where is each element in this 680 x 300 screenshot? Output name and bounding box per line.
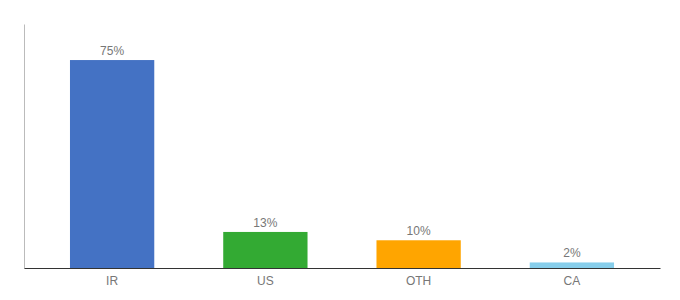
x-tick-label: US <box>257 274 274 288</box>
x-tick: IR <box>106 274 118 288</box>
data-labels: 75% 13% 10% 2% <box>100 44 581 260</box>
x-axis: IR US OTH CA <box>25 269 661 288</box>
x-tick: US <box>257 274 274 288</box>
x-tick: OTH <box>406 274 431 288</box>
bar <box>223 232 307 268</box>
data-label: 75% <box>100 44 124 58</box>
x-tick: CA <box>564 274 581 288</box>
y-axis <box>24 25 25 269</box>
plot-area: IR US OTH CA 75% 13% 10% 2% <box>25 25 661 288</box>
bar <box>70 60 154 268</box>
bars <box>70 60 614 268</box>
y-axis-line <box>24 25 25 269</box>
x-axis-line <box>25 268 661 269</box>
x-tick-label: CA <box>564 274 581 288</box>
x-tick-label: OTH <box>406 274 431 288</box>
x-tick-label: IR <box>106 274 118 288</box>
bar <box>530 262 614 268</box>
data-label: 2% <box>563 246 581 260</box>
bar <box>376 240 460 268</box>
data-label: 10% <box>407 224 431 238</box>
chart-svg: IR US OTH CA 75% 13% 10% 2% <box>0 0 680 300</box>
data-label: 13% <box>253 216 277 230</box>
chart-container: IR US OTH CA 75% 13% 10% 2% <box>0 0 680 300</box>
